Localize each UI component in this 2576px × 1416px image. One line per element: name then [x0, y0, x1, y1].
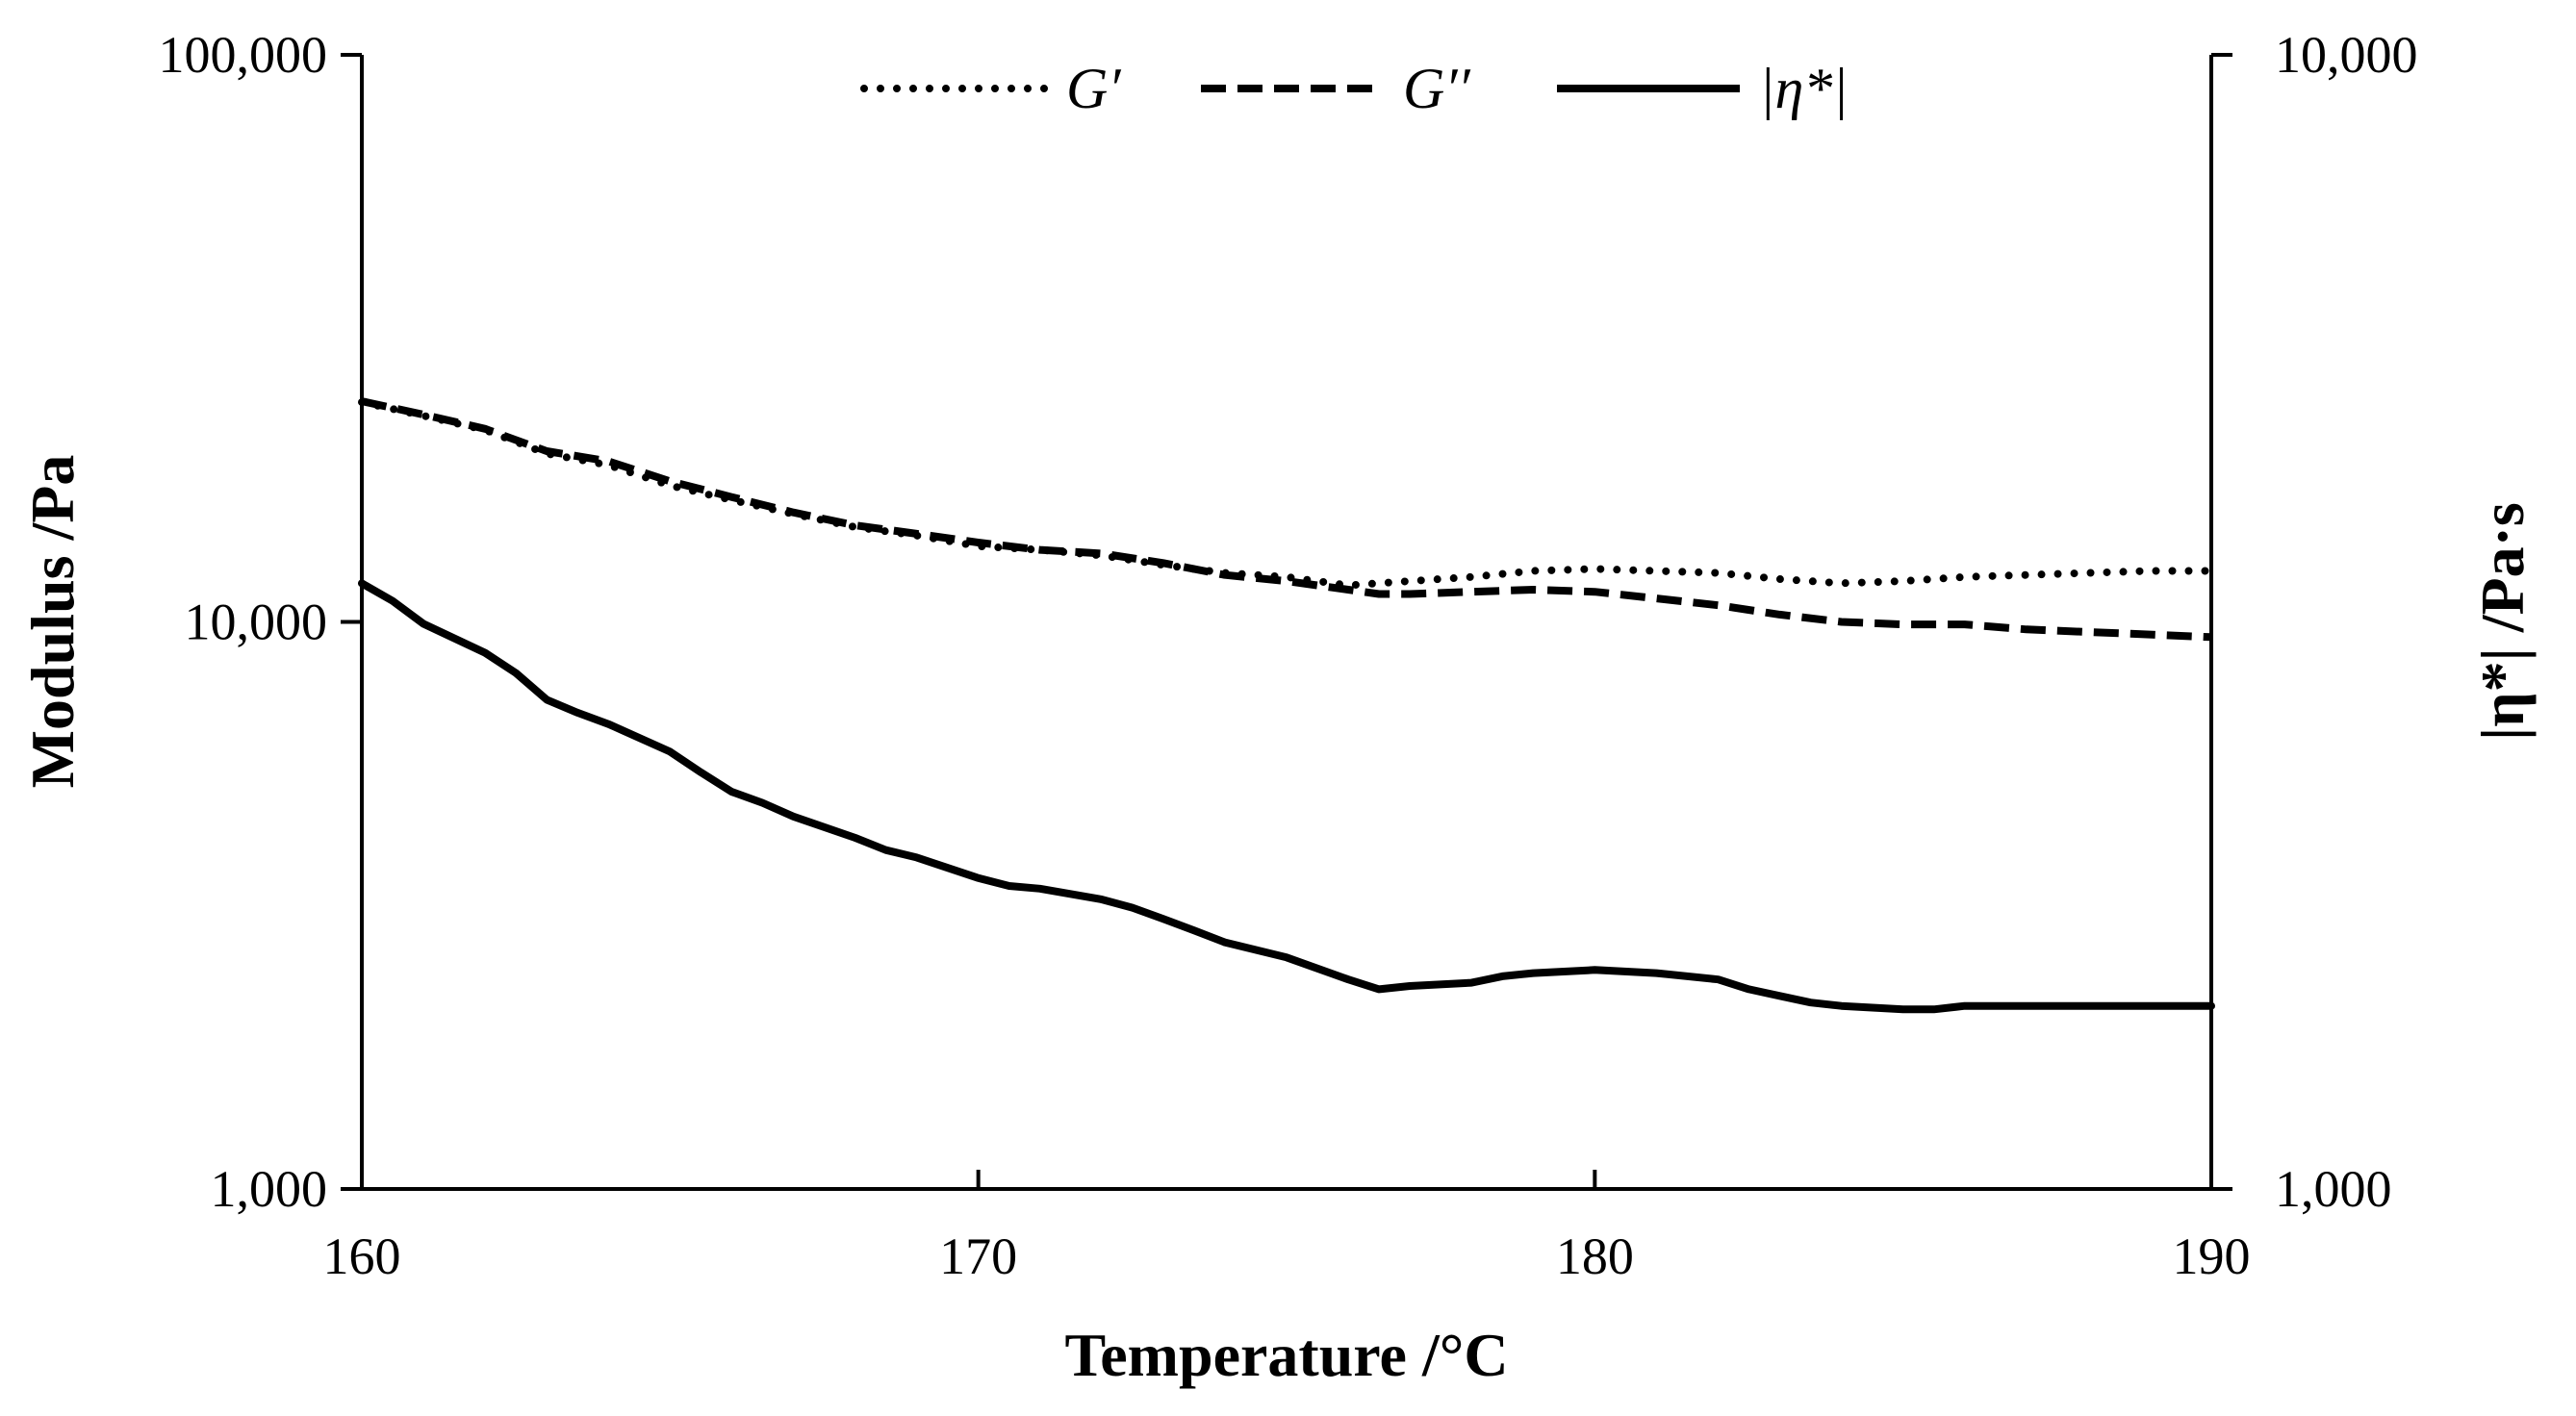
series-line-0	[358, 398, 2215, 590]
x-tick-label-0: 160	[323, 1227, 401, 1285]
y-tick-label-1: 10,000	[185, 594, 328, 651]
y2-tick-label-0: 1,000	[2275, 1160, 2392, 1218]
x-tick-label-1: 170	[939, 1227, 1017, 1285]
tick-labels-group: 160 170 180 190 1,000 10,000 100,000 1,000 10,00…	[159, 26, 2418, 1285]
y-tick-label-2: 100,000	[159, 26, 328, 84]
legend: G′ G′′ |η*|	[860, 57, 1849, 120]
x-tick-label-3: 190	[2173, 1227, 2251, 1285]
ticks-group	[341, 53, 2232, 1191]
legend-label-g-prime: G′	[1066, 57, 1121, 120]
legend-label-g-double-prime: G′′	[1403, 57, 1470, 120]
series-line-2	[358, 579, 2215, 1014]
y2-tick-label-1: 10,000	[2275, 26, 2418, 84]
right-y-axis-title: |η*| /Pa·s	[2468, 502, 2537, 741]
x-tick-label-2: 180	[1556, 1227, 1634, 1285]
x-axis-title: Temperature /°C	[1064, 1321, 1508, 1389]
left-y-axis-title: Modulus /Pa	[18, 455, 87, 789]
legend-label-eta: |η*|	[1759, 57, 1849, 120]
y-tick-label-0: 1,000	[211, 1160, 328, 1218]
series-group	[358, 397, 2215, 1014]
series-line-1	[361, 397, 2212, 642]
